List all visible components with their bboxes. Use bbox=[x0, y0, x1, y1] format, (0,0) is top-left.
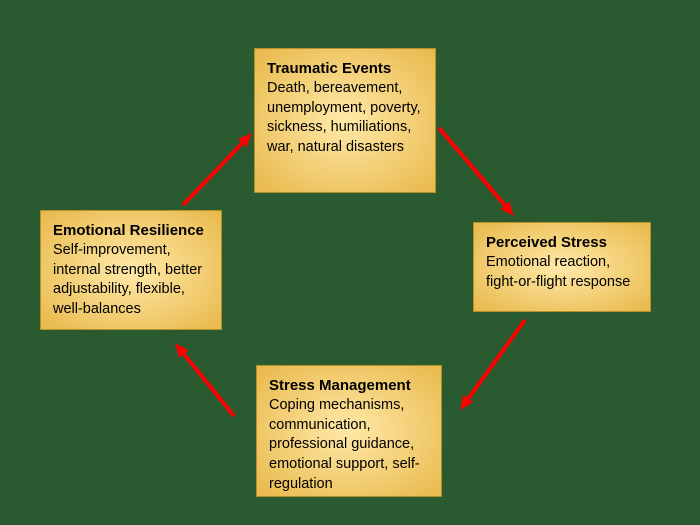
node-title: Emotional Resilience bbox=[53, 221, 209, 241]
node-title: Perceived Stress bbox=[486, 233, 638, 253]
node-emotional-resilience: Emotional Resilience Self-improvement, i… bbox=[40, 210, 222, 330]
node-perceived-stress: Perceived Stress Emotional reaction, fig… bbox=[473, 222, 651, 312]
node-traumatic-events: Traumatic Events Death, bereavement, une… bbox=[254, 48, 436, 193]
arrow-line bbox=[439, 128, 505, 205]
diagram-canvas: Traumatic Events Death, bereavement, une… bbox=[0, 0, 700, 525]
node-desc: Emotional reaction, fight-or-flight resp… bbox=[486, 253, 638, 292]
node-desc: Coping mechanisms, communication, profes… bbox=[269, 396, 429, 494]
arrow-line bbox=[468, 320, 525, 399]
node-stress-management: Stress Management Coping mechanisms, com… bbox=[256, 365, 442, 497]
arrow-line bbox=[184, 354, 234, 416]
arrow-line bbox=[183, 143, 242, 205]
node-title: Stress Management bbox=[269, 376, 429, 396]
node-title: Traumatic Events bbox=[267, 59, 423, 79]
node-desc: Self-improvement, internal strength, bet… bbox=[53, 241, 209, 319]
node-desc: Death, bereavement, unemployment, povert… bbox=[267, 79, 423, 157]
